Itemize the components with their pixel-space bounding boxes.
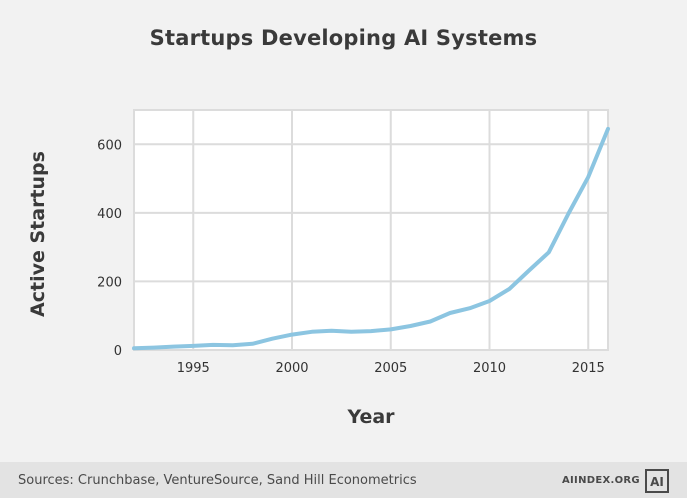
line-chart: 0 200 400 600 1995 2000 2005 2010 2015	[97, 109, 610, 376]
y-axis-label: Active Startups	[27, 151, 49, 317]
logo-text: AI	[650, 475, 664, 489]
x-tick-label: 2015	[572, 361, 605, 376]
series-line	[132, 126, 610, 351]
y-tick-label: 400	[97, 207, 122, 222]
plot-background	[134, 110, 608, 350]
y-tick-label: 200	[97, 275, 122, 290]
source-note: Sources: Crunchbase, VentureSource, Sand…	[18, 473, 417, 488]
x-tick-label: 2000	[275, 361, 308, 376]
brand-link[interactable]: AIINDEX.ORG	[562, 475, 640, 486]
x-tick-label: 1995	[177, 361, 210, 376]
aiindex-logo: AI	[645, 469, 669, 493]
y-tick-label: 600	[97, 138, 122, 153]
x-tick-label: 2005	[374, 361, 407, 376]
y-tick-label: 0	[114, 344, 122, 359]
chart-title: Startups Developing AI Systems	[149, 26, 538, 50]
x-tick-label: 2010	[473, 361, 506, 376]
x-axis-label: Year	[347, 406, 395, 428]
plot-border	[133, 109, 609, 351]
footer: Sources: Crunchbase, VentureSource, Sand…	[0, 462, 687, 498]
chart-area: Startups Developing AI Systems 0 200 400 60…	[0, 0, 687, 462]
